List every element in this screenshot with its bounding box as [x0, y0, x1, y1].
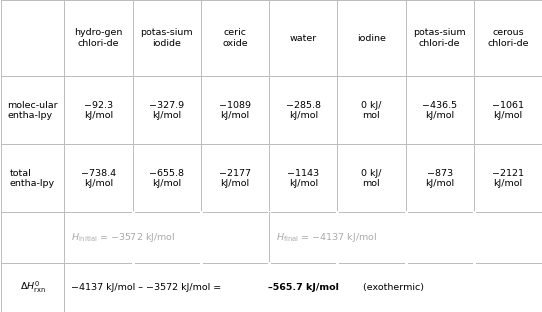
Text: −655.8
kJ/mol: −655.8 kJ/mol	[149, 168, 184, 188]
Text: −873
kJ/mol: −873 kJ/mol	[425, 168, 454, 188]
Text: –565.7 kJ/mol: –565.7 kJ/mol	[268, 283, 339, 292]
Text: hydro­gen
chlori­de: hydro­gen chlori­de	[74, 28, 122, 48]
Text: molec­ular
entha­lpy: molec­ular entha­lpy	[7, 100, 58, 120]
Text: iodine: iodine	[357, 34, 386, 43]
Text: cerous
chlori­de: cerous chlori­de	[487, 28, 528, 48]
Text: water: water	[289, 34, 317, 43]
Text: −327.9
kJ/mol: −327.9 kJ/mol	[149, 100, 184, 120]
Text: −436.5
kJ/mol: −436.5 kJ/mol	[422, 100, 457, 120]
Text: −285.8
kJ/mol: −285.8 kJ/mol	[286, 100, 321, 120]
Text: −2121
kJ/mol: −2121 kJ/mol	[492, 168, 524, 188]
Text: −738.4
kJ/mol: −738.4 kJ/mol	[81, 168, 116, 188]
Text: $H_{\mathrm{final}}$ = −4137 kJ/mol: $H_{\mathrm{final}}$ = −4137 kJ/mol	[275, 232, 377, 244]
Text: −1061
kJ/mol: −1061 kJ/mol	[492, 100, 524, 120]
Text: −2177
kJ/mol: −2177 kJ/mol	[219, 168, 251, 188]
Text: total
entha­lpy: total entha­lpy	[10, 168, 55, 188]
Text: $H_{\mathrm{initial}}$ = −3572 kJ/mol: $H_{\mathrm{initial}}$ = −3572 kJ/mol	[71, 232, 176, 244]
Text: $\Delta H^0_{\mathrm{rxn}}$: $\Delta H^0_{\mathrm{rxn}}$	[20, 280, 46, 295]
Text: −92.3
kJ/mol: −92.3 kJ/mol	[84, 100, 113, 120]
Text: (exothermic): (exothermic)	[360, 283, 424, 292]
Text: −4137 kJ/mol – −3572 kJ/mol =: −4137 kJ/mol – −3572 kJ/mol =	[71, 283, 224, 292]
Text: ceric
oxide: ceric oxide	[222, 28, 248, 48]
Text: 0 kJ/
mol: 0 kJ/ mol	[361, 100, 382, 120]
Text: potas­sium
chlori­de: potas­sium chlori­de	[414, 28, 466, 48]
Text: 0 kJ/
mol: 0 kJ/ mol	[361, 168, 382, 188]
Text: −1143
kJ/mol: −1143 kJ/mol	[287, 168, 319, 188]
Text: potas­sium
iodide: potas­sium iodide	[140, 28, 193, 48]
Text: −1089
kJ/mol: −1089 kJ/mol	[219, 100, 251, 120]
